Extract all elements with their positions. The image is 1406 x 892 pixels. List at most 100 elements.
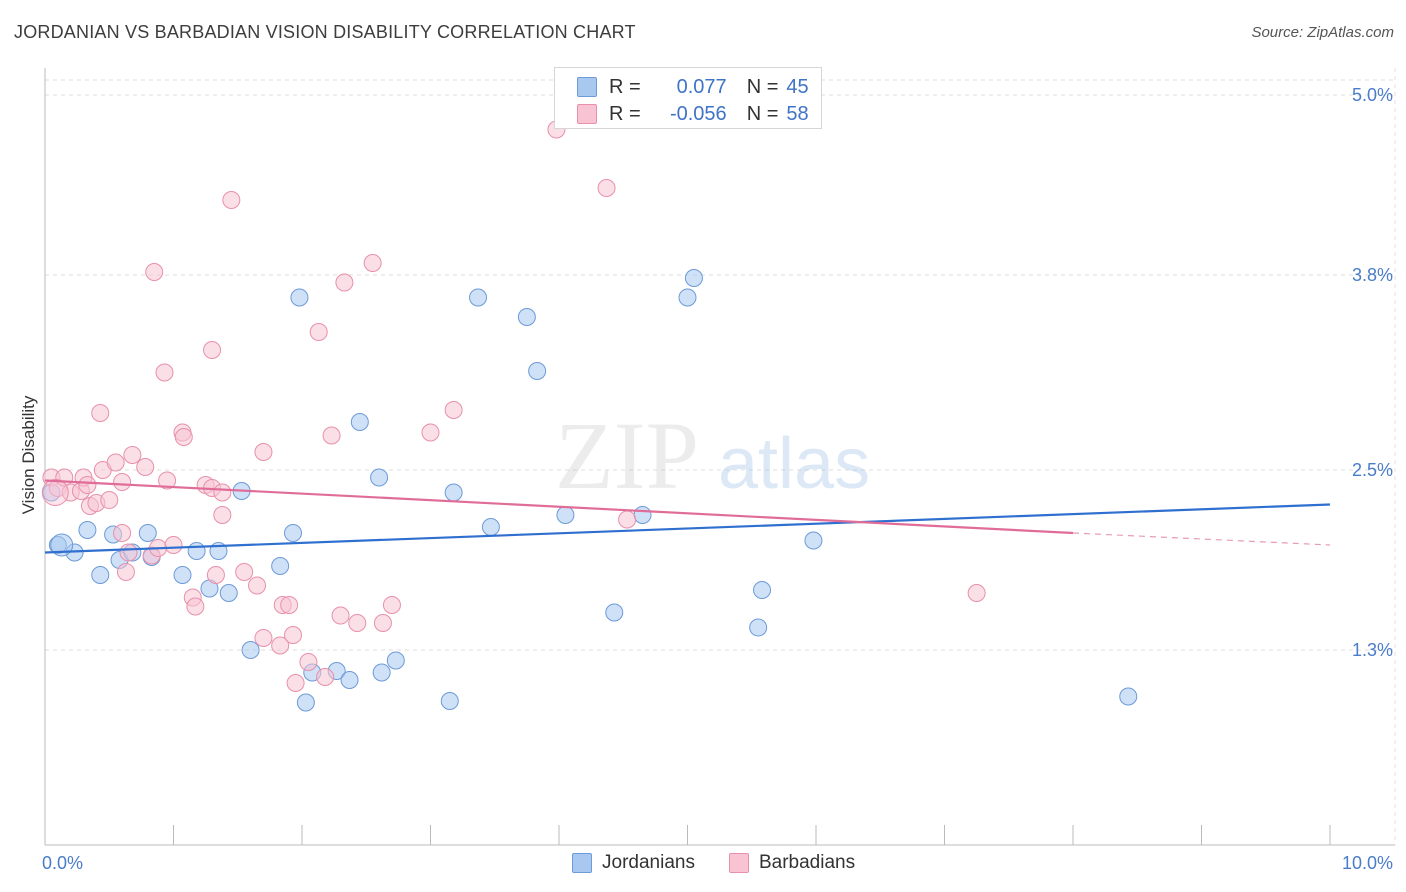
point-barbadian: [91, 404, 110, 422]
watermark: ZIP atlas: [555, 402, 870, 509]
series-legend: Jordanians Barbadians: [572, 852, 889, 874]
y-tick-label: 1.3%: [1352, 640, 1393, 660]
point-jordanian: [78, 521, 97, 539]
point-barbadian: [271, 636, 290, 655]
point-jordanian: [350, 413, 369, 431]
point-barbadian: [113, 524, 132, 542]
point-barbadian: [254, 443, 273, 461]
point-barbadian: [206, 566, 225, 584]
point-barbadian: [363, 254, 382, 272]
point-jordanian: [271, 557, 290, 575]
legend-row-jordanians: R = 0.077 N = 45: [577, 75, 809, 99]
legend-n-value: 45: [786, 75, 809, 98]
point-jordanian: [340, 671, 359, 689]
point-jordanian: [187, 542, 206, 560]
point-jordanian: [444, 483, 463, 502]
point-barbadian: [119, 543, 138, 562]
point-jordanian: [804, 531, 823, 550]
y-tick-label: 3.8%: [1352, 265, 1393, 285]
legend-r-value: -0.056: [669, 102, 727, 125]
correlation-legend: R = 0.077 N = 45 R = -0.056 N = 58: [554, 67, 822, 129]
y-tick-label: 5.0%: [1352, 85, 1393, 105]
x-tick-label: 10.0%: [1342, 853, 1393, 873]
series-label-barbadians: Barbadians: [758, 852, 856, 873]
point-jordanian: [296, 693, 315, 712]
point-jordanian: [138, 524, 157, 542]
point-jordanian: [173, 566, 192, 584]
point-barbadian: [222, 191, 241, 209]
point-jordanian: [290, 288, 309, 307]
point-barbadian: [136, 458, 155, 476]
point-barbadian: [444, 401, 463, 419]
point-barbadian: [335, 273, 354, 292]
legend-r-value: 0.077: [676, 75, 727, 98]
point-barbadian: [286, 674, 305, 692]
series-legend-barbadians[interactable]: Barbadians: [728, 852, 856, 874]
point-barbadian: [100, 491, 119, 509]
chart-title: JORDANIAN VS BARBADIAN VISION DISABILITY…: [14, 22, 636, 42]
point-barbadian: [213, 483, 232, 502]
x-tick-label: 0.0%: [42, 853, 83, 873]
series-legend-jordanians[interactable]: Jordanians: [572, 852, 695, 874]
point-barbadian: [164, 536, 183, 554]
point-jordanian: [1119, 687, 1138, 706]
point-barbadian: [284, 626, 303, 644]
point-barbadian: [174, 428, 193, 446]
point-jordanian: [284, 524, 303, 542]
legend-row-barbadians: R = -0.056 N = 58: [577, 102, 809, 126]
point-barbadian: [113, 473, 132, 491]
point-jordanian: [517, 308, 536, 326]
legend-n-label: N =: [746, 75, 779, 98]
point-jordanian: [481, 518, 500, 536]
point-barbadian: [123, 446, 142, 464]
point-barbadian: [145, 263, 164, 281]
legend-r-label: R =: [609, 75, 641, 98]
point-barbadian: [186, 597, 205, 616]
legend-swatch-jordanians: [577, 77, 597, 97]
point-jordanian: [50, 533, 74, 557]
legend-swatch-barbadians: [577, 104, 597, 124]
data-points: [41, 120, 1138, 712]
point-jordanian: [440, 692, 459, 710]
point-jordanian: [528, 362, 547, 380]
point-barbadian: [618, 510, 637, 529]
point-jordanian: [370, 468, 389, 487]
trend-line-barbadians-extension: [1072, 532, 1331, 546]
point-jordanian: [386, 651, 405, 670]
point-barbadian: [213, 506, 232, 524]
point-barbadian: [116, 563, 135, 581]
legend-n-label: N =: [746, 102, 779, 125]
point-barbadian: [348, 614, 367, 632]
point-barbadian: [309, 323, 328, 341]
watermark-zip: ZIP: [555, 402, 699, 509]
point-jordanian: [91, 566, 110, 584]
point-barbadian: [106, 453, 125, 472]
trend-line-barbadians: [44, 479, 1074, 535]
series-swatch-jordanians: [572, 853, 592, 873]
point-barbadian: [203, 341, 222, 359]
source-label: Source: ZipAtlas.com: [1251, 24, 1394, 41]
point-barbadian: [322, 426, 341, 445]
point-barbadian: [331, 606, 350, 625]
point-jordanian: [753, 581, 772, 599]
point-jordanian: [605, 603, 624, 622]
legend-r-label: R =: [609, 102, 641, 125]
y-axis-label: Vision Disability: [19, 395, 38, 514]
point-jordanian: [241, 641, 260, 659]
point-barbadian: [78, 476, 97, 494]
point-barbadian: [421, 423, 440, 442]
point-jordanian: [372, 663, 391, 682]
point-barbadian: [373, 614, 392, 632]
point-barbadian: [280, 596, 299, 614]
series-swatch-barbadians: [728, 853, 749, 873]
point-jordanian: [219, 584, 238, 602]
point-barbadian: [967, 584, 986, 602]
legend-n-value: 58: [786, 102, 809, 125]
trend-lines: [44, 479, 1331, 554]
tick-labels: 1.3% 2.5% 3.8% 5.0% 0.0% 10.0%: [42, 85, 1393, 873]
point-barbadian: [382, 596, 401, 614]
point-barbadian: [316, 668, 335, 686]
trend-line-jordanians: [44, 503, 1331, 554]
y-tick-label: 2.5%: [1352, 460, 1393, 480]
